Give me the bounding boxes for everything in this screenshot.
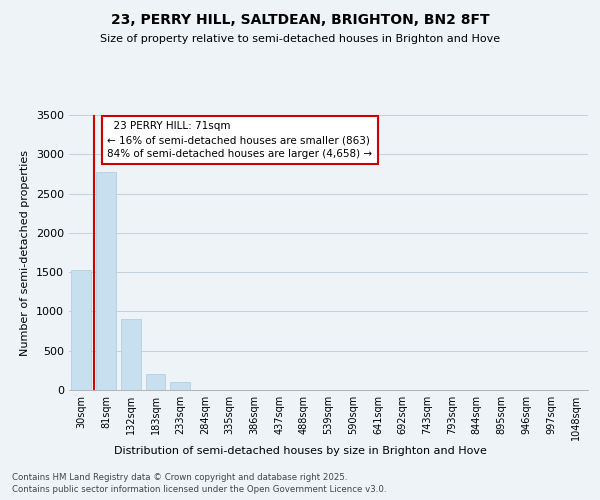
Bar xyxy=(170,382,190,390)
Bar xyxy=(71,270,91,390)
Text: 23 PERRY HILL: 71sqm  
← 16% of semi-detached houses are smaller (863)
84% of se: 23 PERRY HILL: 71sqm ← 16% of semi-detac… xyxy=(107,122,373,160)
Bar xyxy=(96,172,116,390)
Bar xyxy=(121,320,140,390)
Text: Distribution of semi-detached houses by size in Brighton and Hove: Distribution of semi-detached houses by … xyxy=(113,446,487,456)
Bar xyxy=(146,374,166,390)
Y-axis label: Number of semi-detached properties: Number of semi-detached properties xyxy=(20,150,31,356)
Text: Size of property relative to semi-detached houses in Brighton and Hove: Size of property relative to semi-detach… xyxy=(100,34,500,44)
Text: Contains HM Land Registry data © Crown copyright and database right 2025.: Contains HM Land Registry data © Crown c… xyxy=(12,472,347,482)
Text: 23, PERRY HILL, SALTDEAN, BRIGHTON, BN2 8FT: 23, PERRY HILL, SALTDEAN, BRIGHTON, BN2 … xyxy=(110,12,490,26)
Text: Contains public sector information licensed under the Open Government Licence v3: Contains public sector information licen… xyxy=(12,485,386,494)
